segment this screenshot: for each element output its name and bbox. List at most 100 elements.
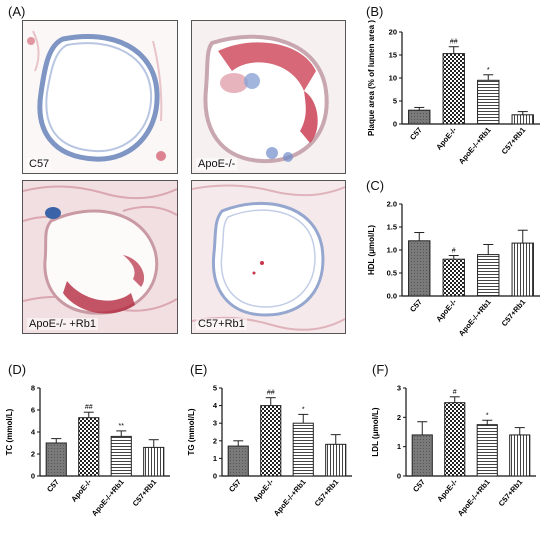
x-tick-label: ApoE-/-+Rb1 — [272, 478, 308, 518]
chart-e-svg: 0 1 2 3 4 5 TG (mmol/L) C57 ## ApoE-/- * ApoE-/-+Rb… — [187, 384, 352, 518]
bar — [110, 435, 132, 477]
bar — [408, 109, 431, 125]
y-tick-label: 0 — [397, 472, 401, 481]
x-tick-label: C57+Rb1 — [500, 298, 528, 329]
panel-label-e: (E) — [190, 362, 208, 377]
micrograph-c57: C57 — [22, 20, 178, 174]
micrograph-apoe: ApoE-/- — [191, 20, 346, 174]
x-tick-label: ApoE-/- — [435, 477, 459, 504]
x-tick-label: ApoE-/-+Rb1 — [456, 478, 492, 518]
x-tick-label: ApoE-/-+Rb1 — [457, 126, 493, 166]
bar — [444, 402, 466, 477]
x-tick-label: C57+Rb1 — [500, 126, 528, 157]
chart-f-svg: 0 1 2 3 LDL (μmol/L) C57 # ApoE-/- * ApoE-/-+Rb1 C… — [371, 384, 536, 518]
chart-d: 0 2 4 6 8 TC (mmol/L) C57 ## ApoE-/- ** ApoE-/-+Rb… — [0, 376, 180, 537]
bar — [477, 79, 500, 125]
x-tick-label: C57 — [227, 478, 243, 494]
y-tick-label: 2 — [397, 413, 401, 422]
bar — [442, 258, 465, 297]
significance-label: # — [453, 389, 457, 396]
chart-f: 0 1 2 3 LDL (μmol/L) C57 # ApoE-/- * ApoE-/-+Rb1 C… — [366, 376, 546, 537]
significance-label: * — [487, 67, 490, 74]
y-tick-label: 2.0 — [387, 200, 397, 209]
bar — [408, 240, 431, 297]
x-tick-label: C57 — [408, 126, 424, 142]
y-tick-label: 1.5 — [387, 223, 397, 232]
x-tick-label: ApoE-/- — [251, 477, 275, 504]
y-tick-label: 5 — [393, 97, 397, 106]
significance-label: ** — [119, 423, 125, 430]
micrograph-apoe-rb1: ApoE-/- +Rb1 — [22, 180, 178, 334]
y-tick-label: 1 — [397, 442, 401, 451]
panel-label-c: (C) — [366, 178, 385, 193]
chart-c-svg: 0.0 0.5 1.0 1.5 2.0 HDL (μmol/L) C57 # ApoE-/-Ap… — [367, 200, 540, 338]
micrograph-label-c57: C57 — [27, 158, 52, 170]
x-tick-label: C57+Rb1 — [313, 478, 341, 509]
significance-label: ## — [450, 39, 458, 46]
chart-b: 0 5 10 15 20 Plaque area (% of lumen area ) C5… — [360, 20, 550, 185]
micrograph-label-apoe: ApoE-/- — [196, 158, 238, 170]
y-tick-label: 0.5 — [387, 269, 397, 278]
micrograph-c57-rb1: C57+Rb1 — [191, 180, 346, 334]
micrograph-label-apoe-rb1: ApoE-/- +Rb1 — [27, 318, 98, 330]
bar — [476, 424, 498, 477]
y-tick-label: 0.0 — [387, 292, 397, 301]
bar — [511, 242, 534, 297]
y-axis-label: LDL (μmol/L) — [371, 407, 380, 457]
bar — [511, 114, 534, 125]
bar — [78, 417, 100, 477]
y-tick-label: 1 — [213, 454, 217, 463]
bar — [143, 446, 165, 477]
chart-d-svg: 0 2 4 6 8 TC (mmol/L) C57 ## ApoE-/- ** ApoE-/-+Rb… — [5, 384, 170, 518]
x-tick-label: C57+Rb1 — [131, 478, 159, 509]
panel-label-f: (F) — [372, 362, 389, 377]
chart-e: 0 1 2 3 4 5 TG (mmol/L) C57 ## ApoE-/- * ApoE-/-+Rb… — [182, 376, 362, 537]
y-tick-label: 3 — [397, 384, 401, 393]
y-tick-label: 6 — [31, 406, 35, 415]
bar — [45, 442, 67, 477]
y-axis-label: HDL (μmol/L) — [367, 225, 376, 275]
panel-label-a: (A) — [8, 4, 26, 19]
x-tick-label: C57 — [45, 478, 61, 494]
significance-label: ## — [267, 390, 275, 397]
chart-b-svg: 0 5 10 15 20 Plaque area (% of lumen area ) C5… — [367, 20, 540, 166]
y-tick-label: 0 — [393, 120, 397, 129]
y-tick-label: 15 — [389, 51, 397, 60]
bar — [227, 445, 249, 477]
bar — [509, 434, 531, 477]
x-tick-label: C57 — [408, 298, 424, 314]
y-tick-label: 2 — [31, 450, 35, 459]
x-tick-label: ApoE-/- — [434, 297, 458, 324]
x-tick-label: C57+Rb1 — [497, 478, 525, 509]
y-axis-label: TC (mmol/L) — [5, 408, 14, 455]
significance-label: * — [486, 412, 489, 419]
y-axis-label: TG (mmol/L) — [187, 408, 196, 455]
x-tick-label: ApoE-/- — [434, 125, 458, 152]
y-axis-label: Plaque area (% of lumen area ) — [367, 20, 376, 136]
bar — [260, 405, 282, 477]
y-tick-label: 4 — [31, 428, 36, 437]
bar — [292, 422, 314, 477]
y-tick-label: 8 — [31, 384, 35, 393]
panel-label-b: (B) — [366, 4, 384, 19]
micrograph-label-c57-rb1: C57+Rb1 — [196, 318, 247, 330]
chart-c: 0.0 0.5 1.0 1.5 2.0 HDL (μmol/L) C57 # ApoE-/- Ap… — [360, 192, 550, 357]
bar — [477, 254, 500, 297]
x-tick-label: ApoE-/-+Rb1 — [90, 478, 126, 518]
y-tick-label: 0 — [213, 472, 217, 481]
x-tick-label: C57 — [411, 478, 427, 494]
significance-label: * — [302, 406, 305, 413]
x-tick-label: ApoE-/-+Rb1 — [457, 298, 493, 338]
panel-label-d: (D) — [8, 362, 27, 377]
bar — [325, 443, 347, 477]
y-tick-label: 3 — [213, 419, 217, 428]
significance-label: # — [452, 248, 456, 255]
y-tick-label: 5 — [213, 384, 217, 393]
x-tick-label: ApoE-/- — [69, 477, 93, 504]
y-tick-label: 20 — [389, 28, 397, 37]
y-tick-label: 1.0 — [387, 246, 397, 255]
y-tick-label: 0 — [31, 472, 35, 481]
y-tick-label: 10 — [389, 74, 397, 83]
y-tick-label: 2 — [213, 436, 217, 445]
bar — [411, 434, 433, 477]
